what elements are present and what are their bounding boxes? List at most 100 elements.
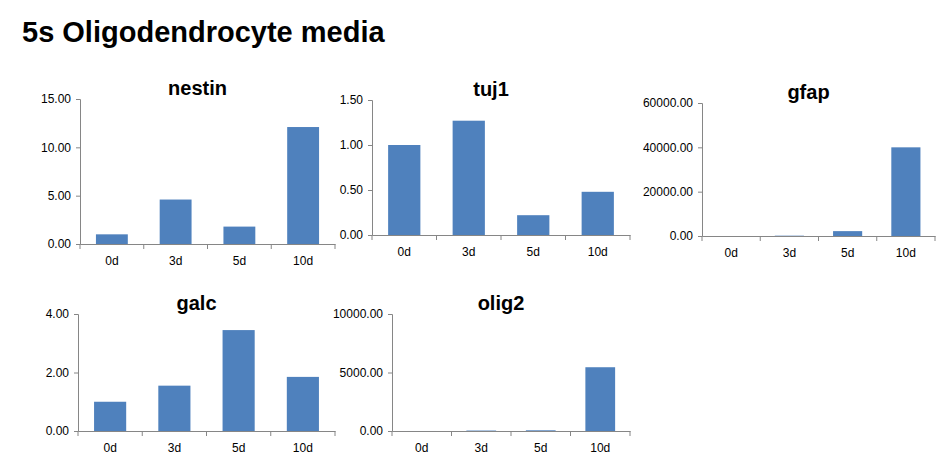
- x-separator: [78, 431, 79, 436]
- x-tick: 5d: [233, 244, 246, 268]
- x-tick: 10d: [293, 431, 313, 455]
- x-tick-label: 3d: [783, 246, 796, 260]
- y-axis: 0.00 2.00 4.00: [46, 307, 79, 438]
- y-tick: 5000.00: [340, 366, 392, 380]
- bar: [717, 235, 746, 236]
- x-separator: [630, 235, 631, 240]
- x-separator: [511, 431, 512, 436]
- y-axis-line: [74, 315, 79, 432]
- y-tick-label: 2.00: [46, 366, 70, 380]
- x-tick-label: 10d: [590, 441, 610, 455]
- x-separator: [80, 244, 81, 249]
- x-separators: [80, 244, 335, 249]
- x-separator: [143, 244, 144, 249]
- x-separator: [271, 244, 272, 249]
- bar: [160, 200, 192, 244]
- x-separator: [876, 236, 877, 241]
- y-tick-label: 1.50: [340, 93, 364, 107]
- x-axis: 0d 3d 5d 10d: [81, 244, 336, 268]
- x-tick: 10d: [293, 244, 313, 268]
- y-tick-mark: [388, 314, 392, 315]
- y-tick-label: 15.00: [41, 92, 71, 106]
- y-tick-mark: [76, 99, 80, 100]
- y-axis: 0.00 0.50 1.00 1.50: [340, 93, 373, 242]
- figure-title: 5s Oligodendrocyte media: [22, 16, 385, 48]
- y-tick-label: 4.00: [46, 307, 70, 321]
- bar: [388, 145, 420, 235]
- y-tick: 40000.00: [643, 141, 702, 155]
- x-separator: [335, 244, 336, 249]
- y-tick-label: 5000.00: [340, 366, 384, 380]
- y-tick-label: 40000.00: [643, 141, 693, 155]
- y-tick-label: 10000.00: [333, 307, 383, 321]
- y-tick-label: 0.00: [48, 237, 72, 251]
- chart: 0.005000.0010000.000d3d5d10dolig2: [333, 292, 631, 455]
- chart-title: olig2: [478, 292, 525, 314]
- y-axis: 0.0020000.0040000.0060000.00: [643, 96, 703, 243]
- x-separators: [78, 431, 335, 436]
- y-axis-line: [388, 315, 393, 432]
- x-tick-label: 3d: [462, 245, 475, 259]
- y-tick: 0.00: [48, 237, 80, 251]
- x-separators: [702, 236, 935, 241]
- bar: [96, 234, 128, 244]
- x-tick-label: 0d: [103, 441, 116, 455]
- y-tick-label: 20000.00: [643, 185, 693, 199]
- x-tick-label: 10d: [896, 246, 916, 260]
- x-tick-label: 10d: [588, 245, 608, 259]
- y-tick-mark: [388, 431, 392, 432]
- x-separator: [760, 236, 761, 241]
- y-tick-label: 0.50: [340, 183, 364, 197]
- x-separator: [270, 431, 271, 436]
- y-tick-label: 1.00: [340, 138, 364, 152]
- x-tick: 0d: [105, 244, 118, 268]
- y-tick: 0.50: [340, 183, 372, 197]
- y-tick: 5.00: [48, 189, 80, 203]
- y-tick: 4.00: [46, 307, 78, 321]
- x-tick-label: 5d: [527, 245, 540, 259]
- x-separators: [372, 235, 630, 240]
- x-tick-label: 0d: [105, 254, 118, 268]
- x-tick-label: 3d: [169, 254, 182, 268]
- bar: [526, 430, 556, 431]
- y-tick: 1.50: [340, 93, 372, 107]
- x-tick-label: 10d: [293, 441, 313, 455]
- bars: [388, 121, 614, 235]
- chart-title: galc: [176, 292, 216, 314]
- bar: [94, 402, 126, 431]
- x-tick-label: 5d: [534, 441, 547, 455]
- figure: 5s Oligodendrocyte media 0.00 5.00 10.00 15.…: [0, 0, 950, 467]
- y-tick-mark: [368, 190, 372, 191]
- y-tick: 10000.00: [333, 307, 392, 321]
- y-tick-mark: [74, 314, 78, 315]
- x-separator: [436, 235, 437, 240]
- x-axis: 0d 3d 5d 10d: [373, 235, 631, 259]
- y-axis: 0.00 5.00 10.00 15.00: [41, 92, 81, 251]
- y-tick: 0.00: [46, 424, 78, 438]
- y-axis-line: [698, 104, 703, 237]
- y-tick: 15.00: [41, 92, 80, 106]
- y-tick-label: 0.00: [46, 424, 70, 438]
- y-tick: 0.00: [340, 228, 372, 242]
- x-tick: 10d: [588, 235, 608, 259]
- x-tick: 0d: [398, 235, 411, 259]
- x-tick-label: 3d: [168, 441, 181, 455]
- bar: [453, 121, 485, 235]
- bar: [585, 367, 615, 431]
- y-tick-mark: [76, 244, 80, 245]
- chart-title: gfap: [787, 81, 829, 103]
- y-tick: 10.00: [41, 141, 80, 155]
- x-separator: [935, 236, 936, 241]
- x-separator: [372, 235, 373, 240]
- x-separator: [451, 431, 452, 436]
- x-tick-label: 0d: [724, 246, 737, 260]
- y-tick-mark: [368, 100, 372, 101]
- chart: 0.002.004.000d3d5d10dgalc: [46, 292, 336, 455]
- x-separator: [570, 431, 571, 436]
- chart: 0.005.0010.0015.000d3d5d10dnestin: [41, 77, 336, 268]
- y-tick-label: 10.00: [41, 141, 71, 155]
- x-separator: [565, 235, 566, 240]
- y-tick-mark: [76, 147, 80, 148]
- x-separator: [142, 431, 143, 436]
- bar: [775, 235, 804, 236]
